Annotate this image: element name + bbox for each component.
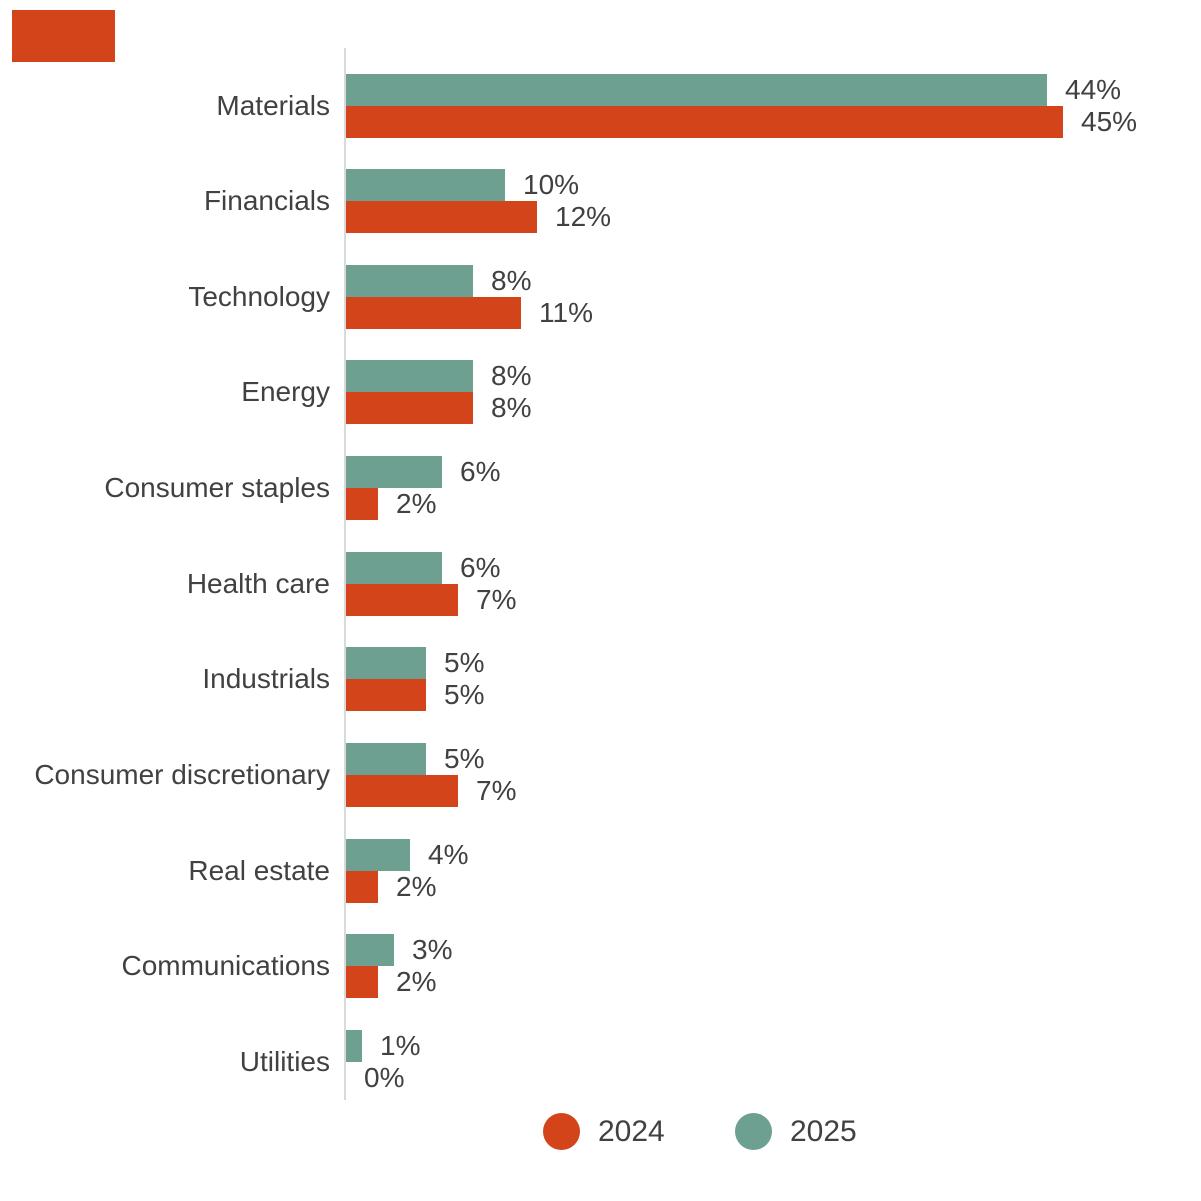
value-label-2025: 10% bbox=[523, 169, 580, 201]
legend-swatch-2024 bbox=[543, 1113, 580, 1150]
bar-2025 bbox=[346, 360, 473, 393]
bar-2025 bbox=[346, 73, 1047, 106]
category-label: Industrials bbox=[202, 663, 330, 695]
value-label-2024: 5% bbox=[444, 679, 485, 711]
value-label-2024: 45% bbox=[1081, 105, 1138, 137]
category-label: Consumer staples bbox=[104, 472, 330, 504]
category-label: Technology bbox=[188, 280, 330, 312]
value-label-2024: 7% bbox=[476, 583, 517, 615]
bar-2024 bbox=[346, 296, 521, 329]
category-label: Communications bbox=[121, 950, 330, 982]
bar-2024 bbox=[346, 775, 458, 808]
value-label-2025: 6% bbox=[460, 456, 501, 488]
bar-2025 bbox=[346, 264, 473, 297]
value-label-2025: 8% bbox=[491, 264, 532, 296]
bar-2024 bbox=[346, 679, 426, 712]
value-label-2025: 3% bbox=[412, 934, 453, 966]
category-label: Utilities bbox=[239, 1046, 330, 1077]
category-label: Financials bbox=[203, 185, 330, 217]
value-label-2025: 44% bbox=[1065, 73, 1122, 105]
legend-swatch-2025 bbox=[735, 1113, 772, 1150]
value-label-2025: 5% bbox=[444, 647, 485, 679]
bar-2025 bbox=[346, 838, 410, 871]
value-label-2025: 1% bbox=[380, 1030, 421, 1061]
value-label-2024: 0% bbox=[364, 1062, 405, 1093]
bar-2024 bbox=[346, 583, 458, 616]
brand-mark bbox=[12, 10, 115, 62]
category-label: Real estate bbox=[188, 854, 330, 886]
bar-2024 bbox=[346, 392, 473, 425]
value-label-2024: 12% bbox=[555, 201, 612, 233]
bar-2024 bbox=[346, 105, 1063, 138]
value-label-2025: 5% bbox=[444, 743, 485, 775]
legend-label-2025: 2025 bbox=[790, 1115, 857, 1148]
legend: 2024 2025 bbox=[0, 1113, 1201, 1153]
value-label-2024: 7% bbox=[476, 775, 517, 807]
bar-2024 bbox=[346, 201, 537, 234]
category-label: Materials bbox=[216, 89, 330, 121]
bar-2025 bbox=[346, 647, 426, 680]
category-label: Health care bbox=[186, 567, 330, 599]
bar-2025 bbox=[346, 934, 394, 967]
value-label-2025: 6% bbox=[460, 551, 501, 583]
legend-label-2024: 2024 bbox=[598, 1115, 665, 1148]
bar-2024 bbox=[346, 870, 378, 903]
bar-2024 bbox=[346, 966, 378, 999]
bar-2025 bbox=[346, 456, 442, 489]
value-label-2024: 8% bbox=[491, 392, 532, 424]
bar-2024 bbox=[346, 488, 378, 521]
category-label: Energy bbox=[241, 376, 330, 408]
value-label-2024: 11% bbox=[539, 296, 593, 328]
bar-2025 bbox=[346, 169, 505, 202]
value-label-2025: 4% bbox=[428, 838, 469, 870]
category-label: Consumer discretionary bbox=[34, 759, 330, 791]
value-label-2024: 2% bbox=[396, 870, 437, 902]
bar-2025 bbox=[346, 1030, 362, 1062]
bar-2025 bbox=[346, 551, 442, 584]
value-label-2024: 2% bbox=[396, 488, 437, 520]
bar-2025 bbox=[346, 743, 426, 776]
y-axis-line bbox=[344, 48, 346, 1100]
value-label-2024: 2% bbox=[396, 966, 437, 998]
value-label-2025: 8% bbox=[491, 360, 532, 392]
